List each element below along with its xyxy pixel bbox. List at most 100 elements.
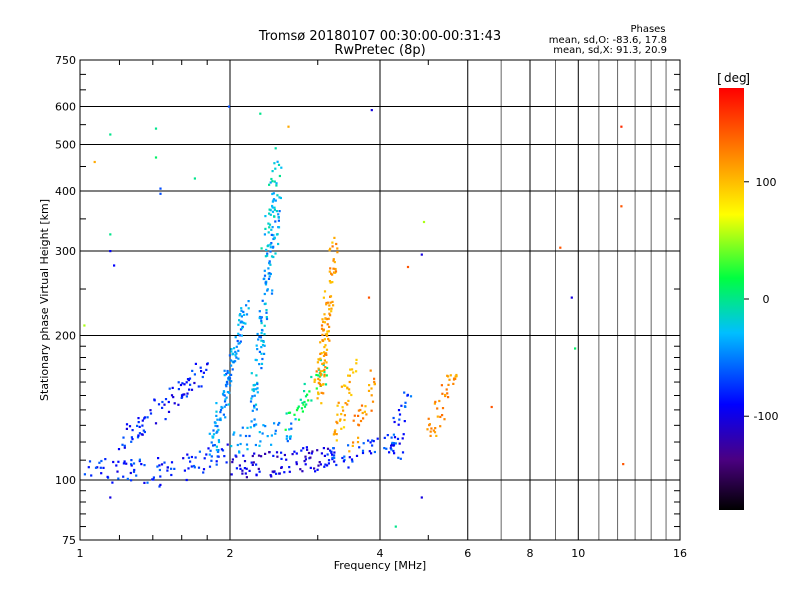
echo-point: [320, 402, 323, 405]
echo-point: [320, 324, 324, 327]
echo-point: [252, 461, 255, 464]
echo-point: [386, 434, 389, 437]
echo-point: [266, 288, 269, 291]
echo-point: [323, 373, 326, 376]
echo-point: [293, 450, 296, 453]
echo-point: [439, 415, 442, 418]
echo-point: [357, 409, 360, 412]
echo-point: [261, 343, 265, 347]
echo-point: [211, 435, 214, 438]
echo-point: [224, 416, 227, 419]
echo-point: [443, 418, 446, 421]
echo-point: [208, 432, 211, 435]
echo-point: [123, 460, 126, 463]
echo-point: [620, 125, 623, 128]
echo-point: [274, 220, 277, 223]
echo-point: [323, 465, 326, 468]
echo-point: [250, 397, 253, 400]
echo-point: [273, 180, 276, 183]
echo-point: [383, 447, 386, 450]
echo-point: [324, 317, 327, 320]
echo-point: [90, 474, 93, 477]
echo-point: [275, 184, 278, 187]
echo-point: [253, 452, 256, 455]
echo-point: [215, 410, 218, 413]
echo-point: [158, 485, 161, 488]
echo-point: [440, 384, 443, 387]
echo-point: [217, 439, 220, 442]
echo-point: [324, 463, 327, 466]
echo-point: [220, 448, 223, 451]
echo-point: [327, 330, 330, 333]
echo-point: [271, 200, 274, 203]
echo-point: [278, 210, 281, 213]
echo-point: [194, 456, 197, 459]
echo-point: [392, 442, 395, 445]
echo-point: [272, 198, 276, 201]
echo-point: [403, 405, 407, 408]
echo-point: [447, 396, 450, 399]
echo-point: [255, 344, 258, 347]
echo-point: [149, 409, 152, 412]
echo-point: [343, 455, 346, 458]
echo-point: [279, 196, 282, 200]
echo-point: [154, 127, 158, 130]
echo-point: [336, 413, 339, 416]
echo-point: [444, 393, 447, 397]
stats-title: Phases: [630, 24, 665, 35]
echo-point: [258, 310, 261, 313]
echo-point: [325, 332, 329, 336]
echo-point: [269, 263, 272, 266]
echo-point: [264, 255, 267, 258]
echo-point: [252, 388, 255, 391]
echo-point: [228, 354, 231, 357]
echo-point: [255, 423, 258, 426]
echo-point: [222, 393, 225, 396]
echo-point: [393, 452, 396, 455]
echo-point: [321, 383, 324, 386]
echo-point: [141, 424, 144, 427]
echo-point: [131, 429, 134, 432]
x-tick-label: 16: [673, 547, 687, 560]
echo-point: [317, 392, 320, 395]
echo-point: [270, 255, 274, 258]
echo-point: [321, 318, 324, 321]
echo-point: [383, 436, 386, 439]
echo-point: [325, 318, 329, 321]
echo-point: [212, 429, 215, 432]
echo-point: [227, 403, 230, 406]
x-tick-label: 1: [77, 547, 84, 560]
y-tick-label: 400: [55, 185, 76, 198]
echo-point: [455, 373, 458, 377]
echo-point: [452, 382, 455, 385]
echo-point: [321, 369, 324, 373]
echo-point: [269, 243, 272, 246]
echo-point: [348, 380, 351, 384]
echo-point: [351, 368, 354, 371]
echo-point: [231, 353, 234, 356]
echo-point: [216, 430, 219, 433]
echo-point: [240, 334, 243, 337]
echo-point: [299, 468, 302, 471]
echo-point: [247, 300, 250, 303]
echo-point: [325, 353, 328, 356]
echo-point: [270, 233, 273, 236]
echo-point: [239, 321, 242, 324]
echo-point: [266, 252, 269, 255]
echo-point: [235, 467, 238, 470]
echo-point: [235, 352, 238, 355]
echo-point: [265, 309, 268, 312]
echo-point: [227, 105, 231, 108]
echo-point: [159, 475, 162, 478]
echo-point: [349, 368, 352, 371]
echo-point: [234, 354, 237, 357]
echo-point: [328, 339, 331, 342]
echo-point: [225, 461, 228, 464]
echo-point: [173, 467, 176, 470]
echo-point: [268, 262, 271, 265]
echo-point: [230, 445, 233, 448]
echo-point: [243, 460, 247, 463]
echo-point: [347, 399, 350, 402]
title-line1: Tromsø 20180107 00:30:00-00:31:43: [258, 29, 501, 44]
echo-point: [269, 246, 272, 249]
